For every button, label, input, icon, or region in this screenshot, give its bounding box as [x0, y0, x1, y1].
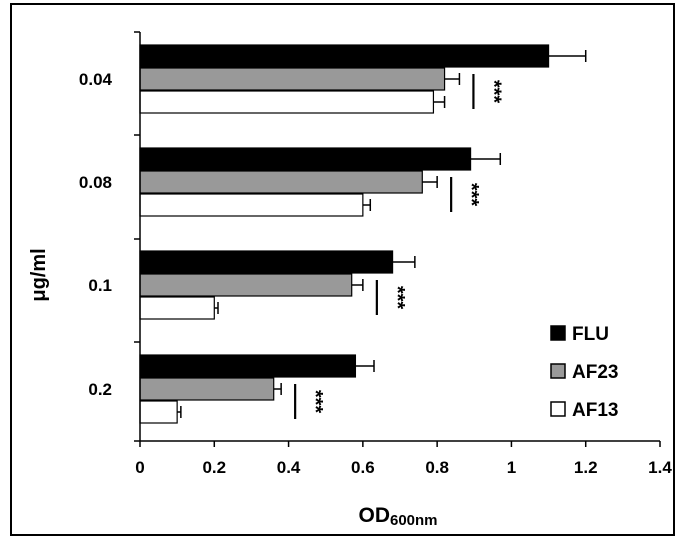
category-label-0.2: 0.2 [88, 380, 112, 399]
category-label-0.04: 0.04 [79, 70, 113, 89]
bar-af23-0.2 [139, 377, 275, 401]
x-tick-label-0.2: 0.2 [202, 458, 226, 477]
bar-af23-0.1 [139, 273, 353, 297]
x-tick-label-0.4: 0.4 [277, 458, 301, 477]
x-axis-title-sub: 600nm [390, 512, 438, 529]
legend: FLU AF23 AF13 [550, 324, 618, 421]
x-axis-title: OD600nm [358, 504, 437, 529]
significance-label-0.08: *** [460, 183, 482, 207]
legend-swatch-af13 [550, 401, 566, 417]
category-label-0.08: 0.08 [79, 173, 112, 192]
bar-af23-0.08 [139, 170, 423, 194]
category-label-0.1: 0.1 [88, 276, 112, 295]
bar-flu-0.2 [139, 354, 357, 378]
bar-af13-0.04 [139, 90, 435, 114]
significance-label-0.1: *** [386, 286, 408, 310]
bar-af13-0.1 [139, 296, 215, 320]
x-tick-label-1.2: 1.2 [574, 458, 598, 477]
x-axis-title-main: OD [358, 504, 390, 527]
x-tick-label-0: 0 [135, 458, 144, 477]
bar-af23-0.04 [139, 67, 446, 91]
axes-layer: 0.04 0.08 0.1 0.2 0 0.2 0.4 0.6 0.8 1 1.2 1.4 [79, 31, 672, 477]
x-tick-label-0.6: 0.6 [351, 458, 375, 477]
legend-swatch-af23 [550, 363, 566, 379]
significance-label-0.2: *** [304, 390, 326, 414]
y-axis-title: μg/ml [28, 248, 50, 301]
legend-label-flu: FLU [572, 324, 609, 345]
bar-flu-0.04 [139, 44, 550, 68]
x-tick-label-1: 1 [507, 458, 516, 477]
bar-flu-0.1 [139, 250, 394, 274]
legend-label-af23: AF23 [572, 362, 618, 383]
legend-swatch-flu [550, 325, 566, 341]
x-tick-label-1.4: 1.4 [648, 458, 672, 477]
chart-frame [10, 3, 675, 536]
bar-af13-0.08 [139, 193, 364, 217]
significance-layer: *** *** *** *** [294, 74, 504, 419]
x-tick-label-0.8: 0.8 [425, 458, 449, 477]
bar-af13-0.2 [139, 400, 178, 424]
significance-label-0.04: *** [482, 80, 504, 104]
error-bars-layer [177, 50, 587, 418]
legend-label-af13: AF13 [572, 400, 618, 421]
bar-flu-0.08 [139, 147, 472, 171]
